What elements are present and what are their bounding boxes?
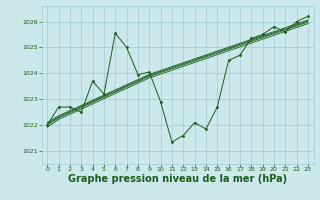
X-axis label: Graphe pression niveau de la mer (hPa): Graphe pression niveau de la mer (hPa) [68,174,287,184]
